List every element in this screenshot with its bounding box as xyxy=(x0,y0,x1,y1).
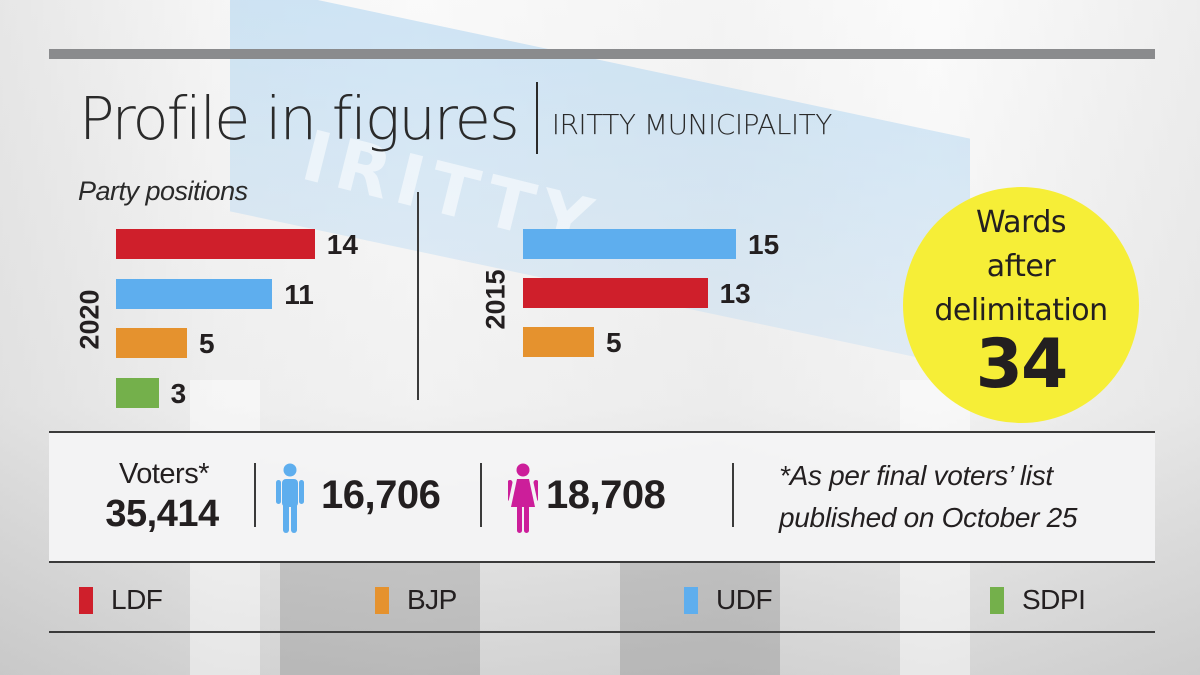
wards-label-line2: after xyxy=(986,249,1056,284)
legend-item-sdpi: SDPI xyxy=(990,584,1086,616)
legend-item-ldf: LDF xyxy=(79,584,163,616)
legend-label-sdpi: SDPI xyxy=(1022,584,1086,615)
footnote-line1: *As per final voters’ list xyxy=(779,460,1053,491)
bar-2015-ldf xyxy=(523,278,708,308)
year-label-2020: 2020 xyxy=(74,289,105,350)
top-rule xyxy=(49,49,1155,59)
voters-divider xyxy=(732,463,734,527)
bar-2015-udf xyxy=(523,229,736,259)
wards-label-line3: delimitation xyxy=(934,293,1108,328)
background-doorway xyxy=(620,560,780,675)
bottom-rule xyxy=(49,631,1155,633)
bar-label-2020-bjp: 5 xyxy=(199,328,215,359)
bar-label-2020-sdpi: 3 xyxy=(170,377,187,409)
voters-top-rule xyxy=(49,431,1155,433)
female-person-icon xyxy=(508,463,538,533)
bar-label-2015-ldf: 13 xyxy=(719,278,751,309)
legend-swatch-ldf xyxy=(79,586,93,614)
wards-label-line1: Wards xyxy=(975,205,1067,240)
legend-top-rule xyxy=(49,561,1155,563)
legend-label-udf: UDF xyxy=(716,584,773,615)
bar-label-2020-ldf: 14 xyxy=(326,229,358,260)
bar-label-2015-bjp: 5 xyxy=(606,327,622,358)
header: Profile in figures IRITTY MUNICIPALITY xyxy=(79,82,832,154)
female-voters-count: 18,708 xyxy=(546,473,666,517)
voters-footnote: *As per final voters’ list published on … xyxy=(779,455,1078,539)
voters-panel: Voters* 35,414 16,706 18,708 *As per fin… xyxy=(49,433,1155,561)
male-voters-count: 16,706 xyxy=(321,473,441,517)
legend-swatch-udf xyxy=(684,586,698,614)
page-title: Profile in figures xyxy=(79,83,520,153)
legend-swatch-bjp xyxy=(375,586,389,614)
bar-2020-udf xyxy=(116,278,273,309)
legend-label-bjp: BJP xyxy=(407,584,457,615)
bar-2020-bjp xyxy=(116,328,187,358)
voters-label: Voters* xyxy=(119,458,210,490)
footnote-line2: published on October 25 xyxy=(779,502,1078,533)
background-doorway xyxy=(280,560,480,675)
bar-label-2015-udf: 15 xyxy=(748,229,780,260)
title-divider xyxy=(535,82,538,154)
chart-divider xyxy=(417,192,419,400)
male-person-icon xyxy=(276,463,304,533)
bar-2020-ldf xyxy=(116,229,315,259)
legend-swatch-sdpi xyxy=(990,586,1004,614)
bar-label-2020-udf: 11 xyxy=(284,278,314,310)
voters-total: 35,414 xyxy=(105,493,219,535)
bar-2020-sdpi xyxy=(116,377,159,408)
wards-badge: Wards after delimitation 34 xyxy=(903,187,1139,423)
bar-2015-bjp xyxy=(523,327,594,357)
wards-count: 34 xyxy=(975,325,1069,404)
legend-item-udf: UDF xyxy=(684,584,773,616)
year-label-2015: 2015 xyxy=(480,269,511,330)
voters-divider xyxy=(480,463,482,527)
page-subtitle: IRITTY MUNICIPALITY xyxy=(551,107,833,141)
section-label: Party positions xyxy=(78,176,248,206)
legend-item-bjp: BJP xyxy=(375,584,457,616)
voters-divider xyxy=(254,463,256,527)
legend-label-ldf: LDF xyxy=(111,584,163,615)
